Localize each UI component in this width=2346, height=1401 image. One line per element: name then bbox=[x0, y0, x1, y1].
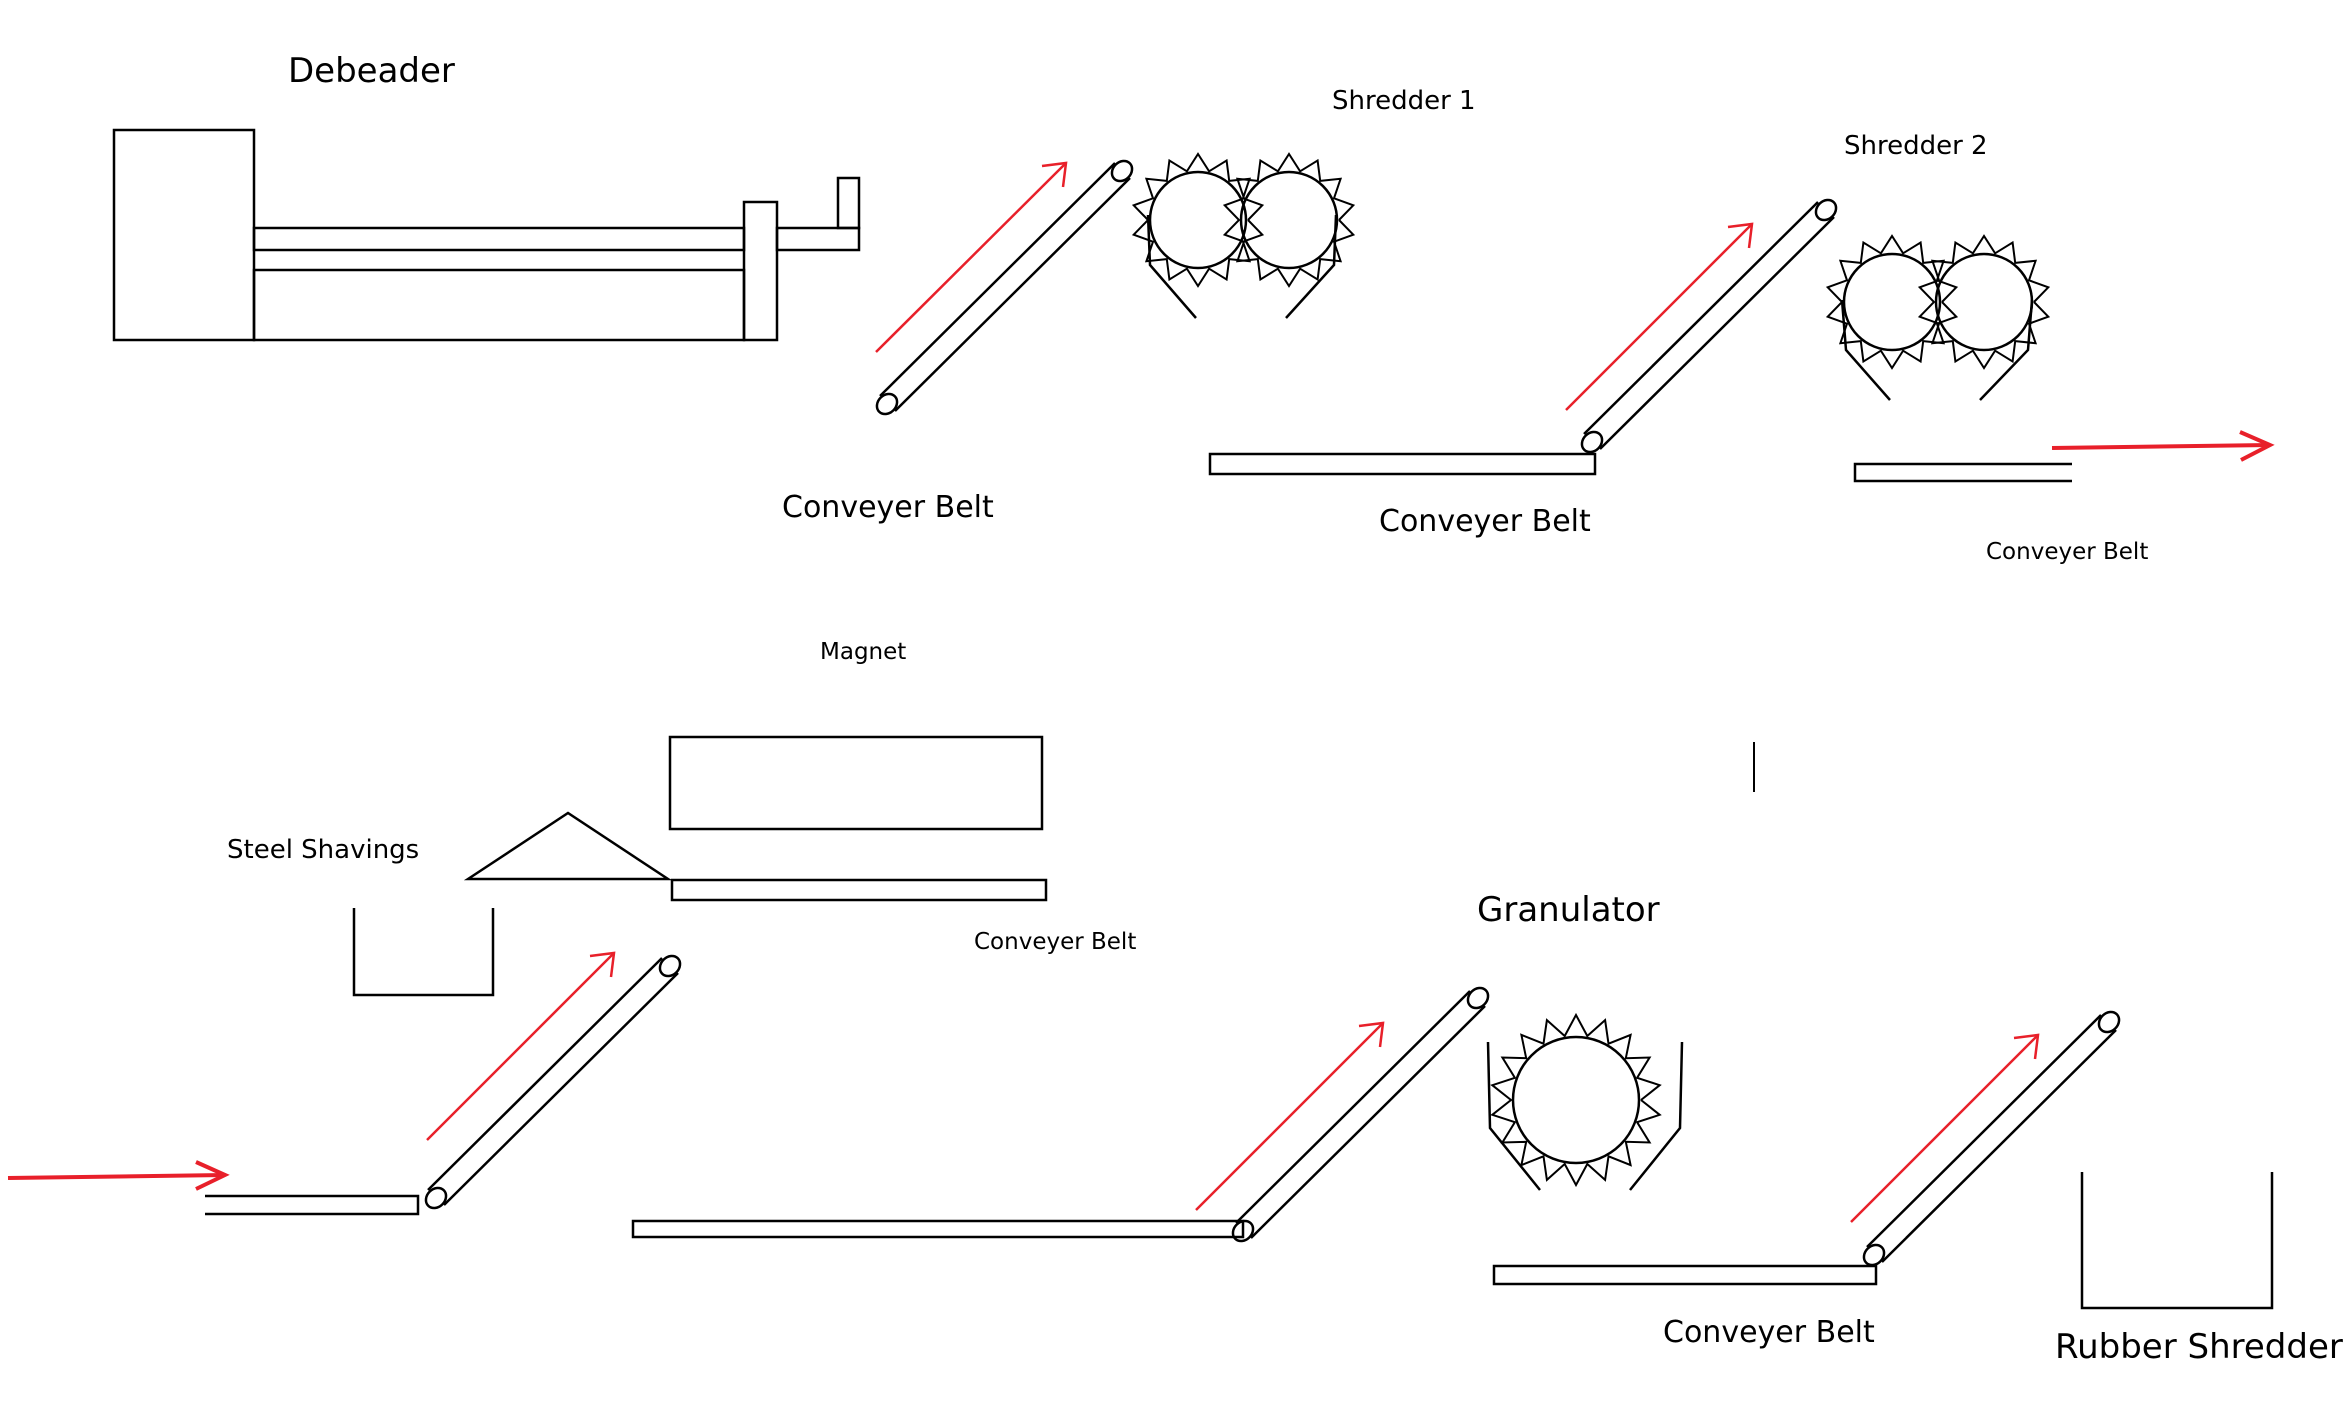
rubber-shredder-label: Rubber Shredder bbox=[2055, 1327, 2343, 1367]
granulator-label: Granulator bbox=[1477, 890, 1660, 930]
conveyor-4-label: Conveyer Belt bbox=[974, 929, 1137, 955]
magnet bbox=[668, 735, 1044, 831]
feed-conveyor-flat bbox=[205, 1194, 420, 1216]
conveyor-5-label: Conveyer Belt bbox=[1663, 1315, 1875, 1350]
shredder-2-label: Shredder 2 bbox=[1844, 131, 1988, 161]
granulator bbox=[1486, 1012, 1684, 1191]
conveyor-2-flat bbox=[1208, 452, 1597, 476]
rotor-teeth bbox=[1490, 1012, 1662, 1188]
shredder-1-label: Shredder 1 bbox=[1332, 86, 1476, 116]
conveyor-4-flat bbox=[670, 878, 1048, 902]
conveyor-3-label: Conveyer Belt bbox=[1986, 539, 2149, 565]
debeader-label: Debeader bbox=[288, 51, 455, 91]
incline-conveyor-2 bbox=[1580, 198, 1838, 454]
conveyor-5-flat bbox=[631, 1219, 1245, 1239]
flow-arrow-3 bbox=[426, 951, 616, 1141]
conveyor-6-flat bbox=[1492, 1264, 1878, 1286]
incline-conveyor-4 bbox=[1231, 986, 1490, 1243]
flow-arrow-4 bbox=[1195, 1021, 1385, 1211]
magnet-label: Magnet bbox=[820, 639, 907, 665]
incline-conveyor-5 bbox=[1862, 1010, 2121, 1267]
debeader-machine bbox=[112, 128, 861, 342]
rubber-shredder-bin bbox=[2080, 1172, 2274, 1310]
flow-arrow-input bbox=[7, 1160, 230, 1191]
steel-shavings-label: Steel Shavings bbox=[227, 835, 420, 865]
flow-arrow-exit bbox=[2051, 430, 2275, 462]
conveyor-3-flat bbox=[1853, 462, 2072, 483]
flow-arrow-1 bbox=[875, 161, 1068, 353]
shredder-1 bbox=[1131, 152, 1356, 319]
steel-shavings-bin bbox=[352, 908, 495, 997]
shredder-2 bbox=[1825, 234, 2051, 401]
deflector-triangle bbox=[463, 811, 673, 881]
conveyor-2-label: Conveyer Belt bbox=[1379, 504, 1591, 539]
conveyor-1-label: Conveyer Belt bbox=[782, 490, 994, 525]
rotor-teeth bbox=[1131, 152, 1265, 288]
rotor-teeth bbox=[1222, 152, 1356, 288]
rotor-teeth bbox=[1917, 234, 2051, 370]
flow-arrow-2 bbox=[1565, 222, 1754, 411]
flow-arrow-5 bbox=[1850, 1033, 2040, 1223]
incline-conveyor-3 bbox=[424, 954, 682, 1210]
incline-conveyor-1 bbox=[875, 159, 1134, 416]
